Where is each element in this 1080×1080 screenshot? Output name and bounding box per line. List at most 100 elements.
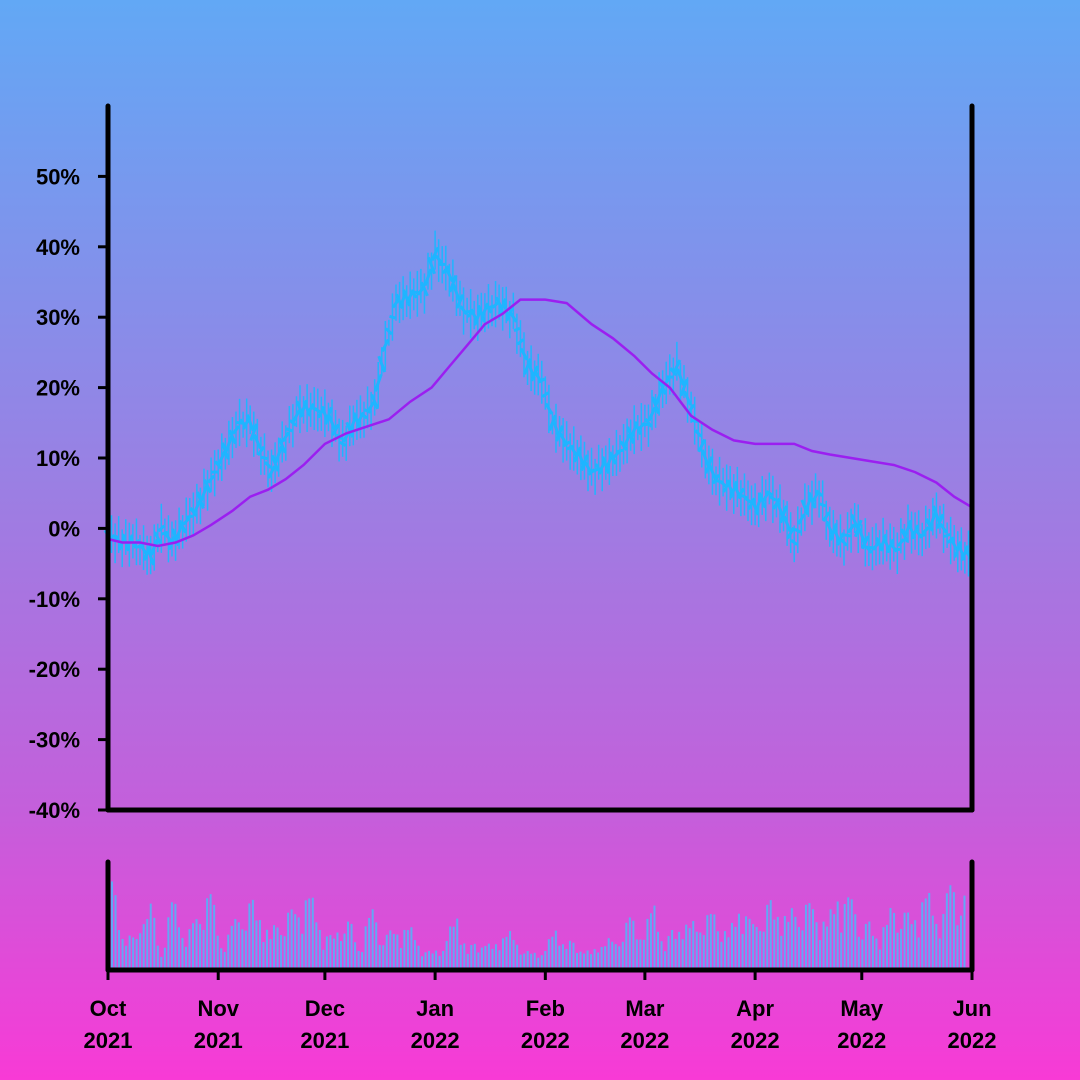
price-bar-body	[885, 538, 895, 554]
x-tick-label-month: Feb	[526, 996, 565, 1021]
price-bar-body	[779, 505, 788, 524]
price-bar-body	[423, 268, 433, 287]
price-bar-body	[274, 445, 284, 464]
price-bar-body	[644, 417, 653, 428]
price-bar-body	[647, 406, 657, 422]
price-bar-body	[616, 448, 624, 454]
price-bar-body	[744, 496, 752, 504]
price-bar-body	[256, 445, 266, 457]
price-bar-body	[807, 491, 817, 509]
price-bar-body	[377, 355, 387, 373]
x-tick-label-month: Mar	[625, 996, 665, 1021]
price-bar-body	[765, 490, 774, 497]
price-bar-body	[370, 393, 380, 410]
price-bar-body	[622, 432, 632, 448]
price-bar-body	[252, 434, 262, 450]
price-bar-body	[662, 377, 671, 387]
price-bar-body	[828, 523, 838, 541]
price-bar-body	[626, 426, 636, 444]
price-bar-body	[360, 412, 368, 420]
price-bar-body	[844, 533, 851, 538]
price-bar-body	[935, 513, 945, 530]
price-bar-body	[583, 460, 593, 474]
price-bar-body	[850, 513, 860, 529]
price-bar-body	[206, 474, 216, 484]
price-bar-body	[769, 495, 777, 502]
price-bar-body	[153, 531, 163, 545]
x-tick-label-month: Jan	[416, 996, 454, 1021]
price-bar-body	[199, 484, 209, 502]
price-bar-body	[249, 423, 259, 442]
price-bar-body	[704, 456, 714, 474]
price-bar-body	[932, 505, 941, 524]
moving-average-line	[107, 298, 973, 548]
price-bar-body	[775, 500, 785, 518]
price-bar-body	[708, 464, 717, 480]
price-bar-body	[157, 524, 166, 533]
price-bar-body	[444, 267, 454, 283]
price-bar-body	[797, 513, 806, 525]
price-bar-body	[434, 254, 443, 264]
price-bar-body	[270, 454, 280, 472]
price-plot-area: -40% -30% -20% -10% 0% 10% 20% 30% 40% 50%	[29, 103, 975, 823]
x-tick-label-month: Dec	[305, 996, 345, 1021]
x-tick-label-year: 2022	[411, 1028, 460, 1053]
price-bar-body	[697, 438, 707, 453]
price-bar-body	[281, 431, 291, 443]
price-bar-body	[139, 543, 148, 556]
price-bar-body	[857, 526, 867, 545]
price-bar-body	[790, 539, 799, 546]
price-bar-body	[306, 402, 315, 415]
price-bar-body	[651, 396, 660, 414]
price-bar-body	[292, 409, 301, 423]
price-bar-body	[591, 467, 599, 473]
price-bar-body	[384, 327, 393, 336]
price-bar-body	[700, 449, 710, 467]
y-tick-label: 30%	[36, 305, 80, 330]
price-bar-body	[178, 519, 188, 534]
price-bar-body	[389, 314, 396, 320]
x-tick-label-year: 2022	[837, 1028, 886, 1053]
price-bar-body	[267, 465, 276, 479]
price-bar-body	[448, 275, 458, 293]
y-tick-label: -10%	[29, 587, 80, 612]
price-bar-body	[676, 368, 685, 386]
y-tick-label: 10%	[36, 446, 80, 471]
y-tick-label: -30%	[29, 728, 80, 753]
price-bar-body	[910, 524, 920, 540]
price-bar-body	[782, 515, 792, 532]
price-bar-body	[288, 419, 297, 427]
price-bar-body	[839, 538, 849, 547]
x-tick-label-year: 2022	[948, 1028, 997, 1053]
price-bar-body	[427, 256, 436, 275]
price-bar-body	[654, 387, 664, 406]
price-bar-body	[658, 380, 668, 395]
price-bar-body	[203, 479, 212, 494]
price-bar-body	[352, 412, 362, 429]
price-bar-body	[836, 532, 845, 546]
price-bar-body	[164, 532, 173, 544]
price-bar-body	[327, 414, 337, 431]
price-bar-body	[960, 545, 970, 561]
y-tick-label: 50%	[36, 164, 80, 189]
price-bar-body	[694, 429, 703, 438]
volume-plot-area: Oct 2021 Nov 2021 Dec 2021 Jan 2022 Feb 2022 Mar 20…	[84, 859, 997, 1053]
x-axis-ticks: Oct 2021 Nov 2021 Dec 2021 Jan 2022 Feb 2022 Mar 20…	[84, 970, 997, 1053]
price-bar-body	[231, 425, 241, 435]
x-tick-label-month: Apr	[736, 996, 774, 1021]
price-bar-body	[513, 326, 521, 333]
y-tick-label: -40%	[29, 798, 80, 823]
price-bar-body	[943, 532, 951, 538]
price-bar-body	[452, 283, 461, 302]
y-axis-ticks: -40% -30% -20% -10% 0% 10% 20% 30% 40% 50%	[29, 164, 108, 823]
price-bar-body	[277, 437, 287, 454]
price-bar-body	[815, 489, 824, 497]
price-bar-body	[363, 408, 372, 414]
price-bar-body	[896, 538, 906, 547]
price-bar-body	[794, 527, 802, 534]
price-bar-body	[149, 538, 159, 556]
price-bar-body	[719, 479, 728, 488]
price-bar-body	[541, 391, 550, 398]
x-tick-label-month: May	[840, 996, 884, 1021]
price-bar-body	[331, 423, 340, 436]
